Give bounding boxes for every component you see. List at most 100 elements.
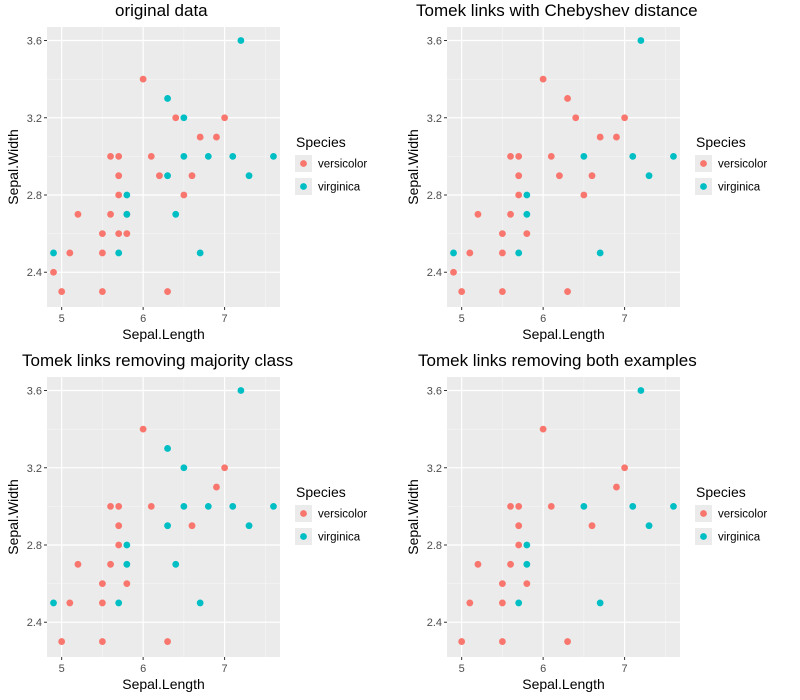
y-axis-title: Sepal.Width bbox=[405, 129, 421, 204]
y-tick-label: 2.4 bbox=[27, 267, 42, 279]
data-point-versicolor bbox=[498, 288, 506, 295]
y-tick-label: 2.8 bbox=[27, 540, 42, 552]
data-point-versicolor bbox=[507, 152, 514, 160]
data-point-versicolor bbox=[498, 230, 506, 238]
chart-title: Tomek links removing majority class bbox=[22, 351, 293, 370]
data-point-versicolor bbox=[523, 580, 531, 588]
data-point-virginica bbox=[580, 152, 588, 160]
data-point-versicolor bbox=[139, 75, 147, 83]
data-point-versicolor bbox=[107, 152, 114, 160]
data-point-virginica bbox=[580, 502, 588, 510]
legend-marker-virginica bbox=[300, 183, 307, 190]
y-axis-title: Sepal.Width bbox=[5, 129, 21, 204]
x-axis-title: Sepal.Length bbox=[122, 326, 205, 342]
data-point-versicolor bbox=[507, 210, 514, 218]
data-point-versicolor bbox=[115, 172, 123, 180]
data-point-versicolor bbox=[123, 230, 131, 238]
data-point-versicolor bbox=[498, 638, 506, 645]
data-point-virginica bbox=[204, 502, 212, 510]
data-point-versicolor bbox=[221, 464, 229, 472]
y-tick-label: 2.8 bbox=[427, 190, 442, 202]
legend-marker-virginica bbox=[300, 533, 307, 540]
data-point-versicolor bbox=[523, 230, 531, 238]
y-tick-label: 2.4 bbox=[427, 267, 442, 279]
data-point-versicolor bbox=[556, 172, 563, 180]
data-point-versicolor bbox=[188, 172, 196, 180]
x-axis-title: Sepal.Length bbox=[522, 326, 605, 342]
y-axis-title: Sepal.Width bbox=[405, 479, 421, 554]
y-tick-label: 3.2 bbox=[27, 113, 42, 125]
x-tick-label: 7 bbox=[622, 313, 628, 325]
panel-background bbox=[47, 377, 280, 657]
y-tick-label: 3.6 bbox=[427, 36, 442, 48]
data-point-versicolor bbox=[115, 541, 123, 549]
data-point-virginica bbox=[515, 599, 523, 607]
data-point-versicolor bbox=[66, 599, 74, 607]
data-point-virginica bbox=[515, 249, 523, 257]
legend-label: versicolor bbox=[718, 509, 767, 521]
data-point-versicolor bbox=[221, 114, 229, 122]
x-tick-label: 6 bbox=[540, 663, 546, 675]
legend-label: virginica bbox=[718, 182, 761, 194]
data-point-versicolor bbox=[515, 502, 523, 510]
data-point-versicolor bbox=[507, 560, 514, 568]
legend-label: versicolor bbox=[318, 509, 367, 521]
y-tick-label: 2.4 bbox=[27, 617, 42, 629]
legend-label: versicolor bbox=[718, 159, 767, 171]
data-point-virginica bbox=[629, 152, 637, 160]
data-point-versicolor bbox=[147, 502, 155, 510]
data-point-virginica bbox=[237, 37, 245, 44]
data-point-versicolor bbox=[213, 133, 220, 141]
data-point-virginica bbox=[123, 560, 131, 568]
data-point-virginica bbox=[450, 249, 457, 257]
data-point-virginica bbox=[523, 541, 531, 549]
x-tick-label: 7 bbox=[222, 663, 228, 675]
data-point-versicolor bbox=[115, 522, 123, 530]
data-point-virginica bbox=[645, 172, 653, 180]
legend-title: Species bbox=[296, 134, 346, 150]
data-point-versicolor bbox=[58, 288, 66, 295]
data-point-virginica bbox=[670, 502, 677, 510]
data-point-versicolor bbox=[115, 230, 123, 238]
data-point-virginica bbox=[523, 560, 531, 568]
data-point-versicolor bbox=[547, 152, 555, 160]
data-point-versicolor bbox=[507, 502, 514, 510]
x-axis-title: Sepal.Length bbox=[122, 676, 205, 692]
chart-panel-3: 5 6 7 2.4 2.8 3.2 3.6 Tomek links removing majo… bbox=[5, 351, 367, 692]
x-tick-label: 7 bbox=[622, 663, 628, 675]
data-point-virginica bbox=[50, 249, 57, 257]
data-point-versicolor bbox=[74, 560, 82, 568]
x-tick-label: 6 bbox=[140, 663, 146, 675]
chart-panel-1: 5 6 7 2.4 2.8 3.2 3.6 original data Sepal.Length… bbox=[5, 1, 367, 342]
data-point-versicolor bbox=[98, 580, 106, 588]
chart-panel-2: 5 6 7 2.4 2.8 3.2 3.6 Tomek links with Chebyshe… bbox=[405, 1, 767, 342]
y-tick-label: 2.8 bbox=[27, 190, 42, 202]
data-point-versicolor bbox=[613, 133, 620, 141]
data-point-versicolor bbox=[498, 249, 506, 257]
y-tick-label: 3.6 bbox=[27, 386, 42, 398]
legend-marker-virginica bbox=[700, 533, 707, 540]
data-point-virginica bbox=[270, 152, 277, 160]
data-point-virginica bbox=[629, 502, 637, 510]
chart-title: Tomek links removing both examples bbox=[418, 351, 697, 370]
data-point-virginica bbox=[50, 599, 57, 607]
panel-background bbox=[447, 377, 680, 657]
x-tick-label: 5 bbox=[459, 313, 465, 325]
x-axis-title: Sepal.Length bbox=[522, 676, 605, 692]
data-point-versicolor bbox=[515, 522, 523, 530]
legend-title: Species bbox=[696, 134, 746, 150]
panel-background bbox=[447, 27, 680, 307]
data-point-versicolor bbox=[450, 268, 457, 276]
data-point-versicolor bbox=[107, 502, 114, 510]
y-axis-title: Sepal.Width bbox=[5, 479, 21, 554]
data-point-versicolor bbox=[515, 191, 523, 199]
data-point-versicolor bbox=[66, 249, 74, 257]
data-point-virginica bbox=[180, 114, 188, 122]
y-tick-label: 3.2 bbox=[427, 463, 442, 475]
data-point-versicolor bbox=[50, 268, 57, 276]
legend-marker-versicolor bbox=[700, 160, 707, 167]
data-point-versicolor bbox=[58, 638, 66, 645]
data-point-virginica bbox=[196, 599, 204, 607]
data-point-versicolor bbox=[498, 599, 506, 607]
data-point-versicolor bbox=[539, 425, 547, 433]
